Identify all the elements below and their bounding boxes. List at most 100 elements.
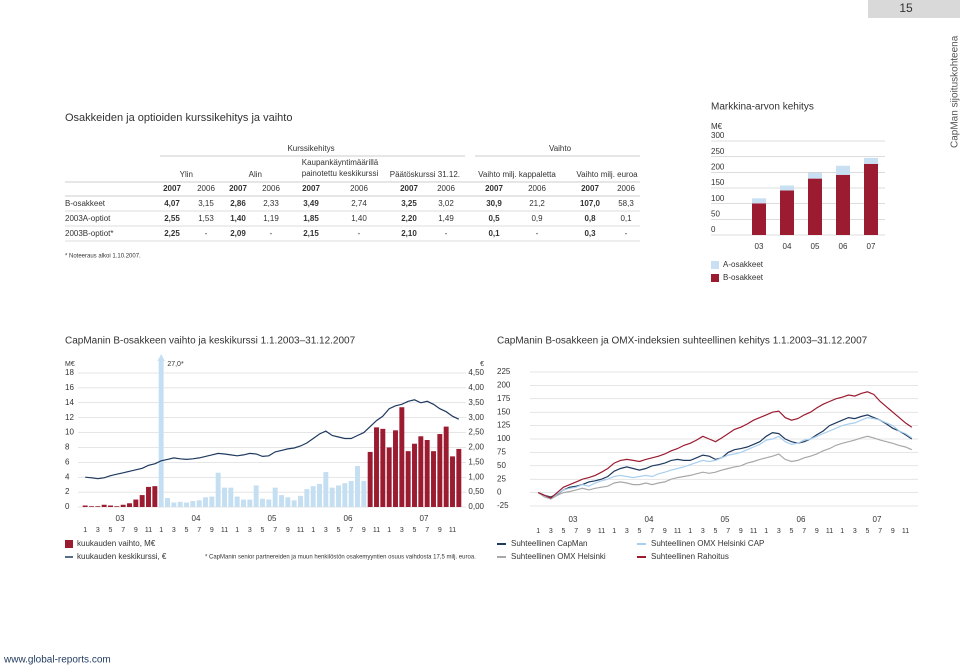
x-month-label: 9 [815, 528, 819, 535]
legend-swatch [711, 274, 719, 282]
table-cell: 0,1 [488, 229, 500, 238]
x-month-label: 7 [802, 528, 806, 535]
bar-segment [752, 198, 766, 204]
bar [247, 499, 253, 507]
bar-segment [864, 157, 878, 164]
y-tick-label: 100 [497, 434, 511, 443]
side-label: CapMan sijoituskohteena [950, 35, 960, 148]
x-month-label: 7 [197, 527, 201, 534]
bar [380, 428, 386, 507]
table-cell: 2,25 [164, 229, 180, 238]
table-cell: 3,49 [303, 199, 319, 208]
x-month-label: 5 [562, 528, 566, 535]
y-tick-label: 0 [65, 502, 70, 511]
column-header: Kaupankäyntimäärillä [302, 158, 379, 167]
x-tick-label: 05 [811, 242, 820, 251]
table-cell: 1,53 [198, 214, 214, 223]
bar [215, 472, 221, 507]
x-month-label: 3 [324, 527, 328, 534]
bar [152, 486, 158, 507]
x-month-label: 3 [400, 527, 404, 534]
x-month-label: 11 [750, 528, 757, 535]
bar [260, 498, 265, 507]
bar [108, 505, 113, 507]
legend-label: Suhteellinen OMX Helsinki [511, 552, 606, 561]
bar [329, 487, 335, 507]
y-tick-label: 2 [65, 487, 70, 496]
y-tick-label: 150 [497, 407, 511, 416]
series-line [537, 391, 913, 499]
table-cell: 3,02 [438, 199, 454, 208]
x-year-label: 05 [721, 515, 730, 524]
table-cell: - [358, 229, 361, 238]
axis-unit: € [480, 361, 484, 368]
bar [95, 506, 101, 507]
y2-tick-label: 4,50 [468, 368, 484, 377]
y2-tick-label: 1,00 [468, 472, 484, 481]
bar [139, 495, 145, 507]
x-month-label: 7 [574, 528, 578, 535]
x-month-label: 7 [425, 527, 429, 534]
x-month-label: 1 [235, 527, 239, 534]
x-year-label: 06 [797, 515, 806, 524]
bar [323, 472, 329, 507]
bar [222, 487, 227, 507]
year-header: 2006 [197, 184, 215, 193]
bar [279, 495, 284, 507]
y-tick-label: 14 [65, 398, 74, 407]
table-cell: 58,3 [618, 199, 634, 208]
table-cell: 0,9 [531, 214, 543, 223]
x-month-label: 5 [790, 528, 794, 535]
x-month-label: 1 [688, 528, 692, 535]
year-header: 2007 [229, 184, 247, 193]
x-month-label: 11 [598, 528, 605, 535]
bar [184, 502, 189, 507]
y-tick-label: 100 [711, 194, 725, 203]
x-month-label: 1 [764, 528, 768, 535]
legend-label: B-osakkeet [723, 273, 764, 282]
y2-tick-label: 2,50 [468, 428, 484, 437]
bar [405, 451, 411, 507]
x-tick-label: 03 [755, 242, 764, 251]
bar [234, 496, 240, 507]
y-tick-label: 175 [497, 394, 511, 403]
series-line [537, 414, 913, 498]
row-label: 2003A-optiot [65, 214, 111, 223]
bar [418, 436, 424, 507]
year-header: 2006 [262, 184, 280, 193]
table-cell: 2,86 [230, 199, 246, 208]
x-month-label: 11 [674, 528, 681, 535]
x-month-label: 9 [739, 528, 743, 535]
y-tick-label: 250 [711, 147, 725, 156]
y-tick-label: 10 [65, 428, 74, 437]
bar [355, 466, 360, 507]
y-tick-label: 4 [65, 472, 70, 481]
page-number: 15 [899, 1, 913, 15]
table-cell: 2,55 [164, 214, 180, 223]
x-month-label: 3 [625, 528, 629, 535]
x-month-label: 7 [726, 528, 730, 535]
column-header: painotettu keskikurssi [302, 169, 379, 178]
x-year-label: 06 [344, 514, 353, 523]
bar [386, 447, 392, 507]
series-line [537, 435, 913, 500]
x-month-label: 11 [297, 527, 304, 534]
x-year-label: 04 [192, 514, 201, 523]
x-month-label: 11 [373, 527, 380, 534]
y-tick-label: 50 [711, 209, 720, 218]
bar [450, 456, 455, 507]
column-header: Alin [249, 170, 262, 179]
chart-title: Markkina-arvon kehitys [711, 102, 814, 113]
table-cell: 0,8 [584, 214, 596, 223]
x-month-label: 11 [145, 527, 152, 534]
table-cell: - [270, 229, 273, 238]
overflow-arrow [157, 354, 165, 361]
y-tick-label: 150 [711, 178, 725, 187]
bar [209, 496, 215, 507]
y-tick-label: 12 [65, 413, 74, 422]
series-line [85, 399, 460, 480]
bar [374, 427, 379, 507]
legend-swatch [65, 540, 73, 548]
table-cell: 1,40 [230, 214, 246, 223]
y-tick-label: 0 [711, 225, 716, 234]
